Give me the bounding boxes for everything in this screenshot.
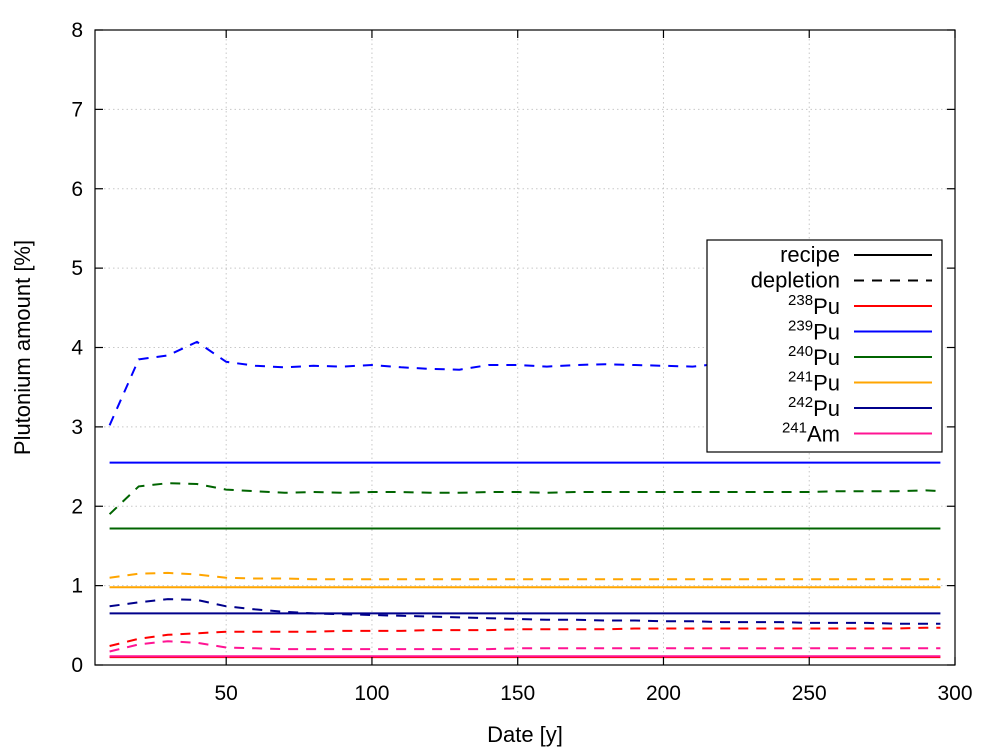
x-tick-label: 100 bbox=[354, 682, 389, 705]
depletion-line-238Pu bbox=[109, 626, 941, 647]
y-tick-label: 6 bbox=[71, 178, 83, 201]
depletion-line-241Am bbox=[109, 640, 941, 653]
legend-mass-number: 240 bbox=[788, 343, 813, 360]
y-tick-label: 0 bbox=[71, 654, 83, 677]
legend: recipedepletion238Pu239Pu240Pu241Pu242Pu… bbox=[706, 239, 943, 453]
legend-label-242Pu: 242Pu bbox=[788, 394, 840, 421]
legend-label-recipe: recipe bbox=[780, 242, 840, 267]
legend-label-239Pu: 239Pu bbox=[788, 318, 840, 345]
y-tick-label: 7 bbox=[71, 98, 83, 121]
legend-box bbox=[706, 239, 943, 453]
depletion-line-242Pu bbox=[109, 598, 941, 625]
legend-label-241Am: 241Am bbox=[782, 420, 840, 447]
legend-element-symbol: Pu bbox=[813, 345, 840, 370]
depletion-line-240Pu bbox=[108, 482, 941, 515]
y-tick-label: 4 bbox=[71, 337, 83, 360]
legend-element-symbol: Pu bbox=[813, 294, 840, 319]
legend-label-depletion: depletion bbox=[751, 268, 840, 293]
y-tick-label: 5 bbox=[71, 257, 83, 280]
x-tick-label: 250 bbox=[792, 682, 827, 705]
legend-element-symbol: Pu bbox=[813, 371, 840, 396]
series bbox=[108, 340, 941, 659]
legend-mass-number: 242 bbox=[788, 394, 813, 411]
depletion-line-241Pu bbox=[109, 571, 941, 581]
legend-label-241Pu: 241Pu bbox=[788, 369, 840, 396]
axis-ticks: 0 1 2 3 4 5 6 7 8 50 100 150 200 250 300 bbox=[71, 19, 972, 705]
legend-element-symbol: Pu bbox=[813, 320, 840, 345]
y-axis-label: Plutonium amount [%] bbox=[10, 240, 35, 455]
y-tick-label: 3 bbox=[71, 416, 83, 439]
y-tick-label: 8 bbox=[71, 19, 83, 42]
legend-label-240Pu: 240Pu bbox=[788, 343, 840, 370]
legend-element-symbol: Pu bbox=[813, 396, 840, 421]
y-tick-label: 2 bbox=[71, 495, 83, 518]
x-axis-label: Date [y] bbox=[487, 722, 563, 747]
legend-mass-number: 241 bbox=[782, 420, 807, 437]
legend-mass-number: 241 bbox=[788, 369, 813, 386]
legend-element-symbol: Am bbox=[807, 422, 840, 447]
x-tick-label: 300 bbox=[937, 682, 972, 705]
x-tick-label: 150 bbox=[500, 682, 535, 705]
x-tick-label: 50 bbox=[215, 682, 238, 705]
y-tick-label: 1 bbox=[71, 575, 83, 598]
legend-mass-number: 238 bbox=[788, 292, 813, 309]
x-tick-label: 200 bbox=[646, 682, 681, 705]
legend-label-238Pu: 238Pu bbox=[788, 292, 840, 319]
legend-mass-number: 239 bbox=[788, 318, 813, 335]
